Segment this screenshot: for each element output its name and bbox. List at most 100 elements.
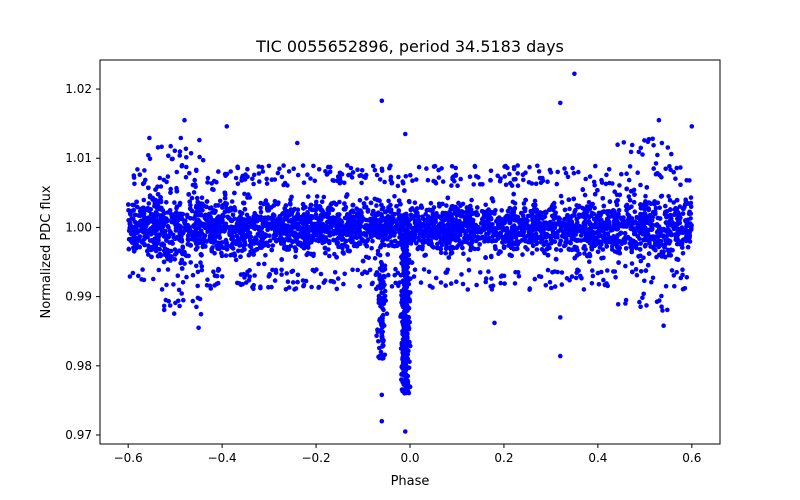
data-point: [402, 188, 407, 193]
data-point: [308, 228, 314, 233]
data-point: [688, 204, 694, 209]
data-point: [534, 235, 540, 241]
data-point: [623, 263, 628, 269]
data-point: [687, 239, 693, 244]
data-point: [217, 225, 222, 230]
data-point: [574, 216, 580, 222]
data-point: [531, 222, 537, 228]
data-point: [195, 199, 200, 205]
data-point: [379, 202, 384, 208]
data-point: [419, 205, 425, 210]
data-point: [657, 216, 663, 221]
data-point: [161, 259, 167, 265]
data-point: [182, 261, 187, 266]
data-point: [394, 204, 399, 209]
data-point: [582, 213, 587, 218]
data-point: [437, 204, 442, 209]
data-point: [467, 214, 473, 219]
data-point: [667, 239, 673, 244]
data-point: [253, 235, 258, 240]
data-point: [310, 233, 315, 239]
data-point: [162, 232, 168, 237]
data-point: [374, 203, 379, 208]
data-point: [525, 247, 530, 252]
data-point: [223, 253, 229, 258]
data-point: [551, 216, 557, 222]
data-point: [688, 195, 694, 200]
data-point: [224, 206, 229, 211]
data-point: [144, 229, 149, 234]
data-point: [342, 215, 348, 221]
data-point: [446, 255, 452, 260]
data-point: [687, 209, 692, 215]
data-point: [146, 185, 151, 191]
data-point: [615, 213, 621, 219]
data-point: [653, 205, 659, 211]
data-point: [595, 188, 600, 193]
data-point: [657, 243, 663, 248]
data-point: [435, 245, 440, 251]
data-point: [499, 208, 505, 213]
data-point: [618, 239, 624, 245]
data-point: [645, 262, 651, 268]
data-point: [289, 211, 295, 217]
data-point: [379, 243, 384, 248]
data-point: [152, 203, 157, 209]
data-point: [505, 237, 511, 242]
data-point: [580, 226, 585, 231]
data-point: [245, 195, 250, 200]
data-point: [569, 234, 574, 240]
data-point: [428, 200, 434, 206]
data-point: [595, 249, 601, 255]
data-point: [489, 238, 495, 244]
data-point: [323, 250, 328, 256]
data-point: [658, 238, 664, 244]
data-point: [262, 233, 268, 239]
data-point: [680, 245, 685, 250]
data-point: [132, 238, 137, 244]
data-point: [377, 217, 383, 223]
data-point: [172, 200, 177, 205]
data-point: [537, 210, 543, 215]
data-point: [632, 209, 638, 214]
data-point: [364, 196, 369, 201]
data-point: [194, 263, 199, 269]
data-point: [639, 216, 644, 221]
data-point: [611, 208, 616, 213]
data-point: [179, 239, 185, 244]
data-point: [586, 200, 592, 205]
data-point: [530, 243, 536, 249]
data-point: [445, 222, 451, 227]
data-point: [359, 210, 364, 216]
data-point: [653, 241, 659, 246]
data-point: [242, 242, 248, 247]
data-point: [528, 240, 534, 245]
data-point: [179, 266, 185, 271]
data-point: [592, 191, 598, 197]
data-point: [286, 237, 291, 243]
data-point: [194, 195, 200, 201]
data-point: [489, 254, 494, 260]
data-point: [345, 248, 351, 253]
data-point: [680, 251, 686, 256]
data-point: [493, 246, 498, 252]
data-point: [173, 226, 179, 231]
data-point: [375, 197, 380, 203]
data-point: [624, 186, 629, 192]
data-point: [247, 243, 253, 248]
data-point: [675, 257, 681, 262]
data-point: [257, 227, 262, 233]
data-point: [308, 251, 314, 257]
data-point: [363, 225, 368, 231]
data-point: [500, 240, 505, 245]
data-point: [282, 209, 288, 215]
data-point: [468, 203, 473, 209]
data-point: [353, 241, 358, 247]
data-point: [319, 213, 325, 219]
data-point: [132, 244, 138, 249]
data-point: [156, 267, 162, 273]
data-point: [674, 235, 680, 241]
data-point: [558, 238, 563, 244]
data-point: [158, 195, 163, 200]
data-point: [508, 230, 513, 236]
